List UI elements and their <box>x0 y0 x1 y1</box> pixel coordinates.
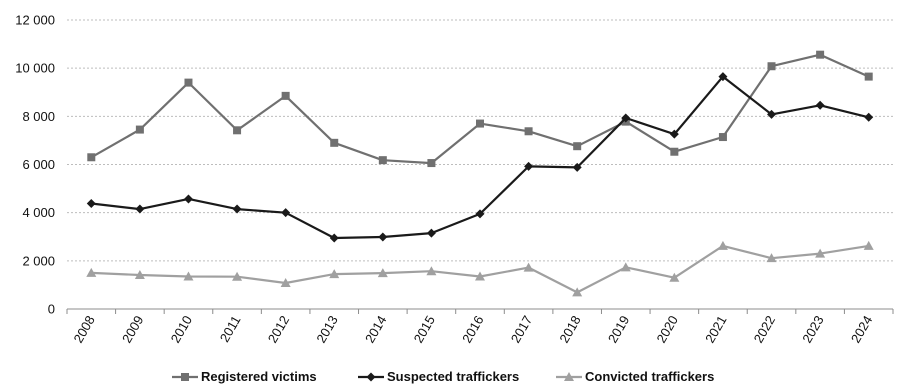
data-point-registered-victims <box>864 72 873 81</box>
x-tick-label: 2008 <box>70 313 97 346</box>
x-tick-label: 2012 <box>265 313 292 346</box>
series-convicted-traffickers <box>86 240 874 297</box>
data-point-convicted-traffickers <box>280 277 291 287</box>
data-point-convicted-traffickers <box>669 272 680 282</box>
data-point-suspected-traffickers <box>86 199 96 209</box>
series-line-registered-victims <box>90 53 870 165</box>
data-point-suspected-traffickers <box>669 129 679 139</box>
data-point-convicted-traffickers <box>329 269 340 279</box>
x-tick-label: 2016 <box>459 313 486 346</box>
data-point-registered-victims <box>378 156 387 165</box>
x-tick-label: 2013 <box>313 313 340 346</box>
data-point-convicted-traffickers <box>815 248 826 258</box>
data-point-suspected-traffickers <box>232 204 242 214</box>
x-tick-label: 2021 <box>702 313 729 346</box>
legend-item-convicted-traffickers: Convicted traffickers <box>556 369 714 384</box>
legend-marker <box>366 372 376 382</box>
data-point-convicted-traffickers <box>183 271 194 281</box>
data-point-suspected-traffickers <box>815 100 825 110</box>
data-point-convicted-traffickers <box>863 240 874 250</box>
legend-item-suspected-traffickers: Suspected traffickers <box>358 369 519 384</box>
y-tick-label: 12 000 <box>15 13 55 28</box>
data-point-suspected-traffickers <box>281 208 291 218</box>
data-point-registered-victims <box>233 126 242 135</box>
x-tick-label: 2019 <box>605 313 632 346</box>
data-point-suspected-traffickers <box>426 228 436 238</box>
series-registered-victims <box>87 50 873 168</box>
x-tick-label: 2010 <box>168 313 195 346</box>
data-point-suspected-traffickers <box>718 72 728 82</box>
data-point-registered-victims <box>184 78 193 87</box>
data-point-registered-victims <box>718 133 727 142</box>
y-tick-label: 2 000 <box>22 253 55 268</box>
x-tick-label: 2017 <box>508 313 535 346</box>
data-point-registered-victims <box>476 119 484 128</box>
x-tick-label: 2023 <box>799 313 826 346</box>
x-tick-label: 2022 <box>751 313 778 346</box>
series-group <box>86 50 874 297</box>
legend-marker <box>564 372 574 381</box>
data-point-registered-victims <box>330 138 339 147</box>
data-point-suspected-traffickers <box>475 209 485 219</box>
data-point-registered-victims <box>427 159 436 168</box>
data-point-convicted-traffickers <box>232 271 243 281</box>
x-tick-label: 2011 <box>217 313 244 345</box>
data-point-convicted-traffickers <box>620 262 631 272</box>
data-point-registered-victims <box>524 127 533 136</box>
y-tick-label: 8 000 <box>22 109 55 124</box>
y-tick-label: 10 000 <box>15 61 55 76</box>
x-tick-label: 2009 <box>119 313 146 346</box>
x-tick-label: 2014 <box>362 313 389 346</box>
x-tick-label: 2015 <box>411 313 438 346</box>
data-point-registered-victims <box>767 62 776 71</box>
y-tick-label: 0 <box>48 302 55 317</box>
x-axis: 2008 2009 2010 2011 2012 2013 2014 2015 2016 2017… <box>66 308 894 346</box>
y-axis: 0 2 000 4 000 6 000 8 000 10 000 12 000 <box>15 13 55 317</box>
data-point-convicted-traffickers <box>377 268 388 278</box>
data-point-registered-victims <box>670 147 679 156</box>
x-tick-label: 2024 <box>848 313 875 346</box>
data-point-registered-victims <box>573 142 582 151</box>
data-point-convicted-traffickers <box>426 266 437 276</box>
data-point-suspected-traffickers <box>864 112 874 122</box>
x-tick-label: 2020 <box>653 313 680 346</box>
data-point-suspected-traffickers <box>767 109 777 119</box>
series-line-convicted-traffickers <box>91 244 869 294</box>
x-tick-label: 2018 <box>556 313 583 346</box>
gridlines <box>67 19 893 262</box>
data-point-convicted-traffickers <box>766 253 777 263</box>
data-point-registered-victims <box>135 125 144 134</box>
legend-marker <box>181 373 189 381</box>
series-suspected-traffickers <box>86 72 874 243</box>
data-point-registered-victims <box>816 50 825 59</box>
data-point-convicted-traffickers <box>475 271 485 281</box>
y-tick-label: 6 000 <box>22 157 55 172</box>
data-point-suspected-traffickers <box>378 232 388 242</box>
data-point-convicted-traffickers <box>572 287 583 297</box>
data-point-convicted-traffickers <box>717 240 728 250</box>
data-point-convicted-traffickers <box>134 270 145 280</box>
data-point-suspected-traffickers <box>524 161 534 171</box>
data-point-convicted-traffickers <box>523 262 534 272</box>
data-point-registered-victims <box>281 91 290 100</box>
data-point-suspected-traffickers <box>621 113 631 123</box>
data-point-suspected-traffickers <box>183 194 193 204</box>
legend-label: Convicted traffickers <box>585 369 714 384</box>
data-point-suspected-traffickers <box>572 162 582 172</box>
y-tick-label: 4 000 <box>22 205 55 220</box>
data-point-suspected-traffickers <box>135 204 145 214</box>
legend-label: Registered victims <box>201 369 317 384</box>
legend-label: Suspected traffickers <box>387 369 519 384</box>
data-point-convicted-traffickers <box>86 267 97 277</box>
data-point-suspected-traffickers <box>329 233 339 243</box>
legend: Registered victims Suspected traffickers C… <box>172 369 714 384</box>
data-point-registered-victims <box>87 153 96 162</box>
legend-item-registered-victims: Registered victims <box>172 369 317 384</box>
